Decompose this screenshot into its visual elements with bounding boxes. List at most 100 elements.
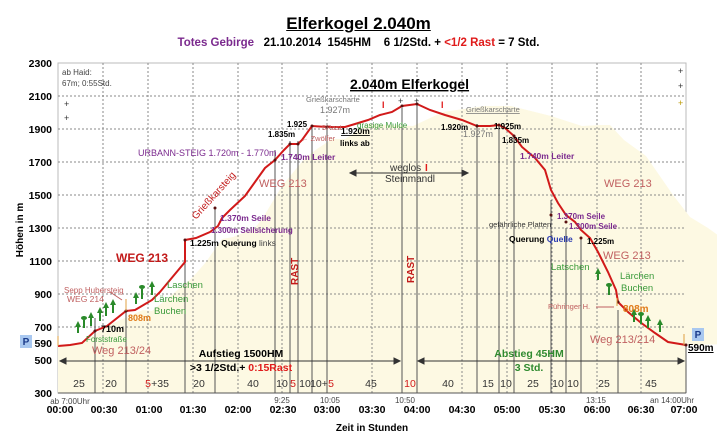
scharte-label: Grießkarscharte [306, 95, 360, 104]
scharte-label: Grießkarscharte [466, 105, 520, 114]
start-note: 67m; 0:55Std. [62, 79, 112, 88]
segment-minute: 10 [299, 378, 311, 390]
y-axis-ticks: 2300 2100 1900 1700 1500 1300 1100 900 7… [29, 58, 53, 400]
links-ab-label: links ab [340, 139, 370, 148]
subtitle-rest: <1/2 Rast [444, 37, 496, 49]
grid-vertical [102, 63, 642, 393]
x-axis-ticks: 00:00 00:30 01:00 01:30 02:00 02:30 03:0… [47, 404, 698, 416]
querung-left-label: 1.225m Querung links [190, 238, 276, 248]
segment-minute: 40 [247, 378, 259, 390]
sepp-huber-label: Sepp Hubersteig [64, 286, 124, 295]
segment-minute: 45 [645, 378, 657, 390]
subtitle-date: 21.10.2014 [263, 37, 322, 49]
y-tick: 2100 [29, 91, 53, 103]
ascent-summary: Aufstieg 1500HM >3 1/2Std.+ 0:15Rast [190, 348, 293, 374]
weg-label: WEG 213 [259, 178, 307, 190]
elevation-label: 808m [623, 304, 649, 315]
y-tick: 1900 [29, 124, 53, 136]
subtitle-region: Totes Gebirge [177, 37, 254, 49]
zwoelfer-label: ← Zwölfer [301, 134, 336, 143]
weg-label: Weg 213/24 [92, 345, 151, 357]
weg-label: WEG 213 [116, 251, 168, 265]
rest-marker: RAST [290, 258, 301, 285]
elevation-label: 1.835m [268, 130, 295, 139]
elevation-label: 1.925 [287, 120, 308, 129]
elevation-label: 1.920m [441, 123, 468, 132]
weglos-arrow [348, 169, 470, 177]
segment-minute: 25 [73, 378, 85, 390]
parking-icon-right [692, 328, 704, 341]
steinmandl-label: Steinmandl [385, 174, 435, 185]
ascent-arrow [58, 357, 402, 365]
x-tick: 01:00 [136, 404, 163, 416]
segment-minute: 45 [365, 378, 377, 390]
elevation-label: 1.740m Leiter [281, 152, 336, 162]
elevation-label: 1.300m Seile [569, 222, 618, 231]
y-tick: 2300 [29, 58, 53, 70]
elevation-label: 1.300m Seilsicherung [211, 226, 293, 235]
chart-subtitle: Totes Gebirge 21.10.2014 1545HM 6 1/2Std… [0, 37, 717, 49]
segment-minute: 10 [567, 378, 579, 390]
time-mark: ab 7:00Uhr [50, 397, 90, 406]
x-tick: 06:30 [628, 404, 655, 416]
segment-minute: 20 [105, 378, 117, 390]
signpost-icons [57, 298, 685, 346]
subtitle-hm: 1545HM [327, 37, 372, 49]
y-tick: 700 [34, 322, 52, 334]
forststrasse-label: Forststraße [86, 335, 127, 344]
x-tick: 06:00 [584, 404, 611, 416]
marker-red: I [441, 100, 444, 110]
x-tick: 04:30 [449, 404, 476, 416]
segment-minute: 10 [404, 378, 416, 390]
vegetation-label: Lärchen [154, 294, 188, 305]
vegetation-label: Lärchen [620, 271, 654, 282]
time-mark: 10:50 [395, 396, 416, 405]
segment-lines [94, 104, 687, 393]
x-tick: 05:00 [494, 404, 521, 416]
weg-label: WEG 213 [604, 178, 652, 190]
rest-marker: RAST [406, 256, 417, 283]
y-tick: 590 [34, 338, 52, 350]
cross-icon: + [64, 113, 69, 123]
segment-minute: 5 [145, 378, 151, 390]
start-note: ab Haid: [62, 68, 92, 77]
cross-icon: + [64, 99, 69, 109]
x-tick: 03:30 [359, 404, 386, 416]
elevation-label: 1.927m [320, 105, 350, 115]
time-mark: 10:05 [320, 396, 341, 405]
rest-label: 5Rast [322, 123, 343, 132]
segment-minute: 10 [500, 378, 512, 390]
segment-minute: 5 [328, 378, 334, 390]
sepp-pointer [109, 291, 123, 301]
summit-label: 2.040m Elferkogel [350, 76, 469, 92]
vegetation-label: Buchen [621, 283, 653, 294]
segment-minute: 40 [442, 378, 454, 390]
annotations: ab Haid: 67m; 0:55Std. + + + + + 2.040m … [62, 66, 714, 357]
y-axis-label: Höhen in m [15, 203, 26, 258]
time-marks: ab 7:00Uhr 9:25 10:05 10:50 13:15 an 14:… [50, 396, 694, 406]
ascent-label: Aufstieg 1500HM [199, 348, 284, 360]
y-tick: 900 [34, 289, 52, 301]
puehringer-label: Pühringer H. [548, 302, 590, 311]
elevation-label: 1.925m [494, 122, 521, 131]
elevation-label: 710m [101, 324, 124, 334]
segment-minute: 5 [290, 378, 296, 390]
cross-icon: + [398, 96, 403, 106]
y-tick: 1700 [29, 157, 53, 169]
profile-fill [58, 106, 717, 393]
chart-title: Elferkogel 2.040m [286, 14, 431, 33]
cross-icon: + [678, 81, 683, 91]
marker-red: I [425, 163, 428, 174]
cross-icon: + [414, 96, 419, 106]
querung-right-label: Querung Quelle [509, 234, 573, 244]
ascent-time: >3 1/2Std.+ 0:15Rast [190, 362, 293, 374]
parking-label: P [23, 337, 30, 348]
x-tick: 07:00 [671, 404, 698, 416]
segment-minute: 15 [482, 378, 494, 390]
y-tick: 1300 [29, 223, 53, 235]
elevation-label: 590m [688, 343, 714, 354]
x-tick: 01:30 [180, 404, 207, 416]
vegetation-label: Laschen [167, 280, 203, 291]
segment-minute: 25 [527, 378, 539, 390]
